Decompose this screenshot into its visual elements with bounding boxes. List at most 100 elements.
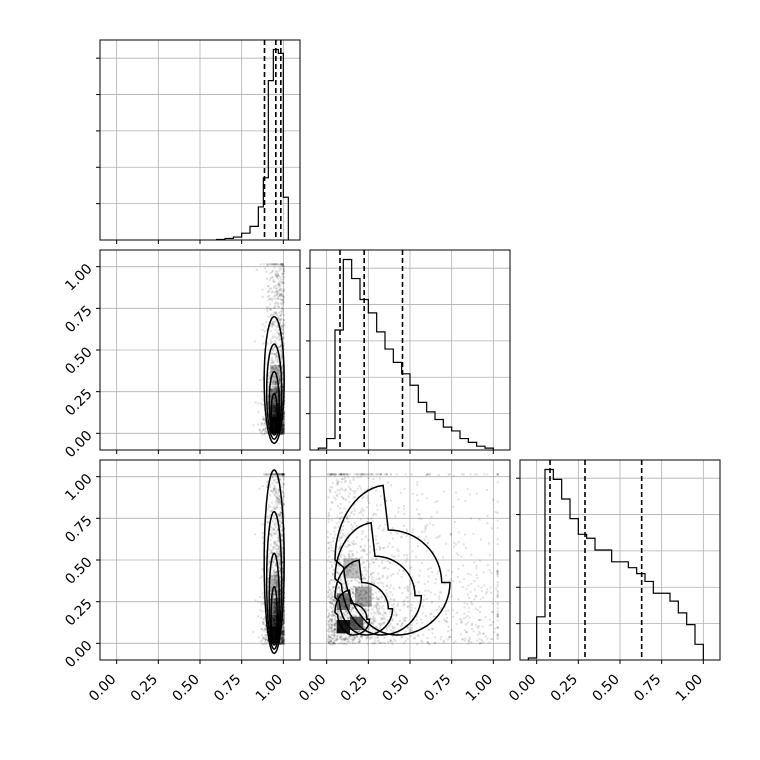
scatter-point	[264, 557, 267, 560]
scatter-point	[283, 613, 286, 616]
scatter-point	[426, 473, 429, 476]
scatter-point	[339, 506, 342, 509]
scatter-point	[274, 478, 277, 481]
scatter-point	[369, 630, 372, 633]
scatter-point	[281, 639, 284, 642]
scatter-point	[272, 561, 275, 564]
scatter-point	[270, 263, 273, 266]
scatter-point	[361, 629, 364, 632]
scatter-point	[272, 561, 275, 564]
scatter-point	[280, 429, 283, 432]
scatter-point	[277, 332, 280, 335]
scatter-point	[267, 601, 270, 604]
scatter-point	[355, 601, 358, 604]
scatter-point	[271, 596, 274, 599]
scatter-point	[271, 323, 274, 326]
scatter-point	[335, 600, 338, 603]
scatter-point	[440, 607, 443, 610]
scatter-point	[280, 268, 283, 271]
scatter-point	[343, 637, 346, 640]
scatter-point	[360, 597, 363, 600]
scatter-point	[281, 326, 284, 329]
scatter-point	[269, 394, 272, 397]
scatter-point	[334, 601, 337, 604]
scatter-point	[280, 427, 283, 430]
scatter-point	[467, 639, 470, 642]
scatter-point	[282, 631, 285, 634]
scatter-point	[346, 566, 349, 569]
scatter-point	[262, 636, 265, 639]
scatter-point	[362, 604, 365, 607]
scatter-point	[281, 403, 284, 406]
scatter-point	[282, 609, 285, 612]
scatter-point	[278, 514, 281, 517]
scatter-point	[462, 617, 465, 620]
scatter-point	[279, 586, 282, 589]
scatter-point	[271, 356, 274, 359]
scatter-point	[398, 569, 401, 572]
scatter-point	[352, 540, 355, 543]
scatter-point	[276, 608, 279, 611]
scatter-point	[261, 628, 264, 631]
scatter-point	[275, 331, 278, 334]
scatter-point	[282, 639, 285, 642]
scatter-point	[279, 570, 282, 573]
scatter-point	[264, 426, 267, 429]
scatter-point	[275, 378, 278, 381]
scatter-point	[281, 554, 284, 557]
scatter-point	[276, 297, 279, 300]
scatter-point	[282, 319, 285, 322]
scatter-point	[486, 588, 489, 591]
scatter-point	[277, 364, 280, 367]
scatter-point	[271, 612, 274, 615]
scatter-point	[434, 500, 437, 503]
scatter-point	[281, 567, 284, 570]
density-cell	[270, 416, 280, 434]
scatter-point	[279, 552, 282, 555]
scatter-point	[280, 410, 283, 413]
scatter-point	[328, 588, 331, 591]
scatter-point	[278, 608, 281, 611]
scatter-point	[272, 382, 275, 385]
density-panel-2	[309, 459, 511, 664]
scatter-point	[282, 633, 285, 636]
scatter-point	[282, 418, 285, 421]
scatter-point	[339, 610, 342, 613]
scatter-point	[283, 323, 286, 326]
scatter-point	[364, 608, 367, 611]
scatter-point	[281, 428, 284, 431]
scatter-point	[276, 369, 279, 372]
scatter-point	[358, 641, 361, 644]
scatter-point	[271, 325, 274, 328]
scatter-point	[351, 510, 354, 513]
scatter-point	[280, 417, 283, 420]
scatter-point	[347, 533, 350, 536]
scatter-point	[279, 605, 282, 608]
scatter-point	[267, 315, 270, 318]
scatter-point	[275, 545, 278, 548]
scatter-point	[281, 597, 284, 600]
scatter-point	[395, 613, 398, 616]
scatter-point	[383, 642, 386, 645]
scatter-point	[270, 342, 272, 345]
scatter-point	[424, 589, 427, 592]
scatter-point	[327, 634, 330, 637]
scatter-point	[283, 426, 286, 429]
scatter-point	[282, 424, 285, 427]
scatter-point	[281, 627, 284, 630]
scatter-point	[348, 615, 351, 618]
density-cell	[270, 365, 280, 385]
scatter-point	[273, 280, 276, 283]
scatter-point	[282, 431, 285, 434]
scatter-point	[279, 345, 282, 348]
scatter-point	[273, 612, 276, 615]
scatter-point	[263, 627, 266, 630]
scatter-point	[343, 473, 346, 476]
scatter-point	[273, 508, 276, 511]
scatter-point	[282, 373, 285, 376]
scatter-point	[350, 558, 353, 561]
scatter-point	[258, 429, 261, 432]
scatter-point	[275, 586, 278, 589]
scatter-point	[335, 494, 338, 497]
scatter-point	[282, 429, 285, 432]
